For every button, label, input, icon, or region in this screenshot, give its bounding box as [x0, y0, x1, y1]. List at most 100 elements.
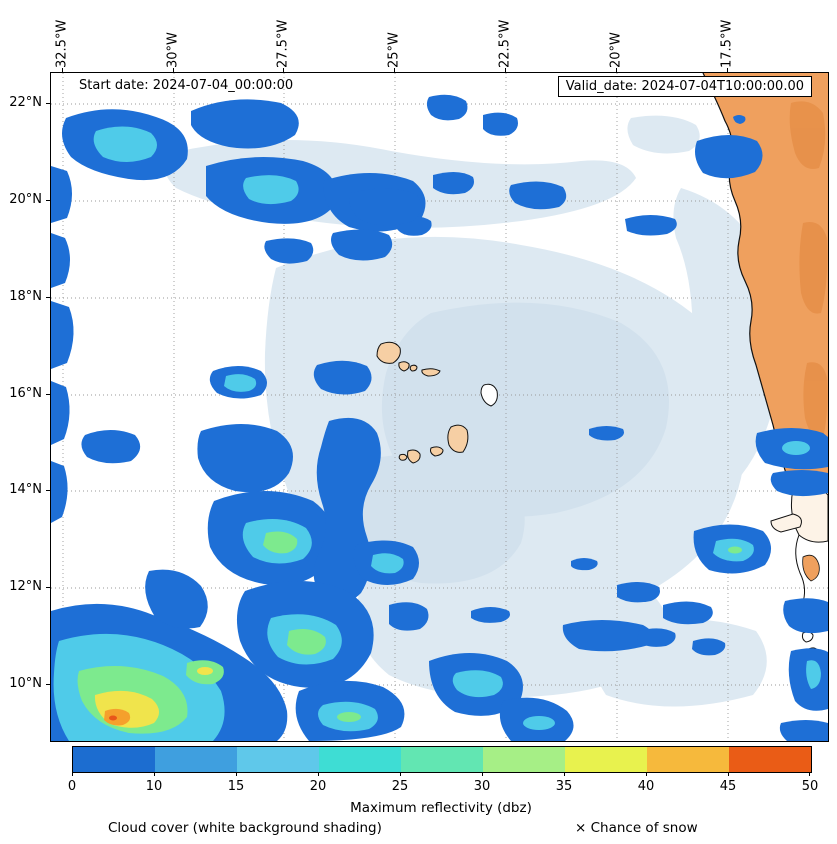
- lon-tick-label: 22.5°W: [497, 19, 513, 68]
- cloud-cover-legend: Cloud cover (white background shading): [108, 820, 382, 836]
- reflectivity-blob: [779, 720, 828, 741]
- axis-tick: [616, 68, 617, 72]
- cap-vert-peninsula: [770, 513, 802, 533]
- reflectivity-core-15dbz: [371, 553, 404, 574]
- cape-verde-islands: [376, 341, 498, 464]
- colorbar-tick: [646, 772, 647, 776]
- reflectivity-core-48dbz: [109, 715, 117, 721]
- reflectivity-blob: [733, 115, 746, 124]
- reflectivity-blob: [197, 424, 293, 493]
- reflectivity-blob: [433, 171, 474, 195]
- colorbar-tick: [400, 772, 401, 776]
- colorbar-tick: [72, 772, 73, 776]
- colorbar-tick: [564, 772, 565, 776]
- colorbar-tick-label: 30: [473, 779, 491, 794]
- lon-tick-label: 32.5°W: [54, 19, 70, 68]
- lon-tick-label: 20°W: [608, 32, 624, 68]
- axis-tick: [46, 394, 50, 395]
- reflectivity-blob: [562, 620, 654, 652]
- land-orange-spot: [802, 554, 820, 582]
- reflectivity-blob: [663, 601, 713, 625]
- lat-tick-label: 14°N: [9, 482, 42, 497]
- reflectivity-core-15dbz: [806, 660, 821, 689]
- lat-tick-label: 22°N: [9, 95, 42, 110]
- axis-tick: [505, 68, 506, 72]
- axis-tick: [46, 587, 50, 588]
- reflectivity-blob: [695, 135, 763, 179]
- reflectivity-blob: [81, 430, 141, 464]
- reflectivity-blob: [51, 381, 70, 445]
- reflectivity-core-25dbz: [263, 531, 298, 554]
- reflectivity-core-35dbz: [197, 667, 213, 675]
- reflectivity-blob: [783, 598, 828, 634]
- map-canvas: [51, 73, 828, 741]
- reflectivity-core-15dbz: [782, 441, 810, 455]
- reflectivity-blob: [571, 558, 598, 571]
- island: [447, 424, 469, 453]
- lat-tick-label: 12°N: [9, 579, 42, 594]
- colorbar-tick-label: 20: [309, 779, 327, 794]
- lat-tick-label: 18°N: [9, 289, 42, 304]
- axis-tick: [173, 68, 174, 72]
- reflectivity-core-15dbz: [93, 126, 157, 162]
- colorbar-tick: [154, 772, 155, 776]
- reflectivity-blob: [191, 99, 299, 149]
- reflectivity-core-25dbz: [337, 712, 361, 722]
- reflectivity-blob: [637, 628, 676, 647]
- island: [376, 341, 401, 364]
- axis-tick: [46, 103, 50, 104]
- reflectivity-blob: [589, 426, 624, 441]
- axis-tick: [727, 68, 728, 72]
- reflectivity-blob: [349, 188, 422, 226]
- reflectivity-blob: [51, 233, 70, 288]
- island: [409, 364, 418, 372]
- colorbar-segment: [155, 747, 237, 772]
- colorbar-label: Maximum reflectivity (dbz): [350, 800, 532, 816]
- colorbar-tick-label: 35: [555, 779, 573, 794]
- colorbar-tick-label: 45: [719, 779, 737, 794]
- colorbar-segment: [319, 747, 401, 772]
- land-terrain-patch: [789, 101, 826, 169]
- colorbar-tick: [809, 772, 810, 776]
- colorbar-tick-label: 15: [227, 779, 245, 794]
- axis-tick: [283, 68, 284, 72]
- reflectivity-core-25dbz: [728, 546, 742, 554]
- colorbar-tick-label: 10: [145, 779, 163, 794]
- reflectivity-blob: [483, 112, 518, 136]
- colorbar-tick: [318, 772, 319, 776]
- reflectivity-blob: [389, 602, 429, 631]
- colorbar-segment: [483, 747, 565, 772]
- lon-tick-label: 17.5°W: [719, 19, 735, 68]
- reflectivity-blob: [770, 470, 828, 497]
- land-terrain-patch: [799, 222, 828, 314]
- reflectivity-blob: [264, 238, 314, 264]
- colorbar-tick-label: 50: [801, 779, 819, 794]
- reflectivity-core-15dbz: [452, 670, 503, 698]
- reflectivity-blob: [331, 229, 393, 261]
- island: [480, 383, 498, 407]
- colorbar-segment: [401, 747, 483, 772]
- island: [398, 453, 408, 461]
- lon-tick-label: 30°W: [165, 32, 181, 68]
- coastal-islet: [801, 631, 814, 643]
- lat-tick-label: 20°N: [9, 192, 42, 207]
- reflectivity-blob: [509, 181, 567, 210]
- valid-date-annotation: Valid_date: 2024-07-04T10:00:00.00: [557, 76, 812, 97]
- colorbar-segment: [729, 747, 811, 772]
- colorbar: [72, 746, 812, 773]
- colorbar-segment: [565, 747, 647, 772]
- land-terrain-patch: [803, 362, 828, 439]
- cloud-blob: [627, 115, 700, 154]
- island: [421, 368, 441, 377]
- reflectivity-blob: [145, 569, 208, 629]
- reflectivity-blob: [625, 215, 677, 236]
- colorbar-gradient: [73, 747, 811, 772]
- reflectivity-blob: [51, 166, 72, 223]
- island: [407, 449, 421, 464]
- map-frame: Start date: 2024-07-04_00:00:00 Valid_da…: [50, 72, 829, 742]
- lat-tick-label: 16°N: [9, 386, 42, 401]
- reflectivity-layer: [51, 94, 828, 741]
- colorbar-tick-label: 0: [67, 779, 77, 794]
- axis-tick: [394, 68, 395, 72]
